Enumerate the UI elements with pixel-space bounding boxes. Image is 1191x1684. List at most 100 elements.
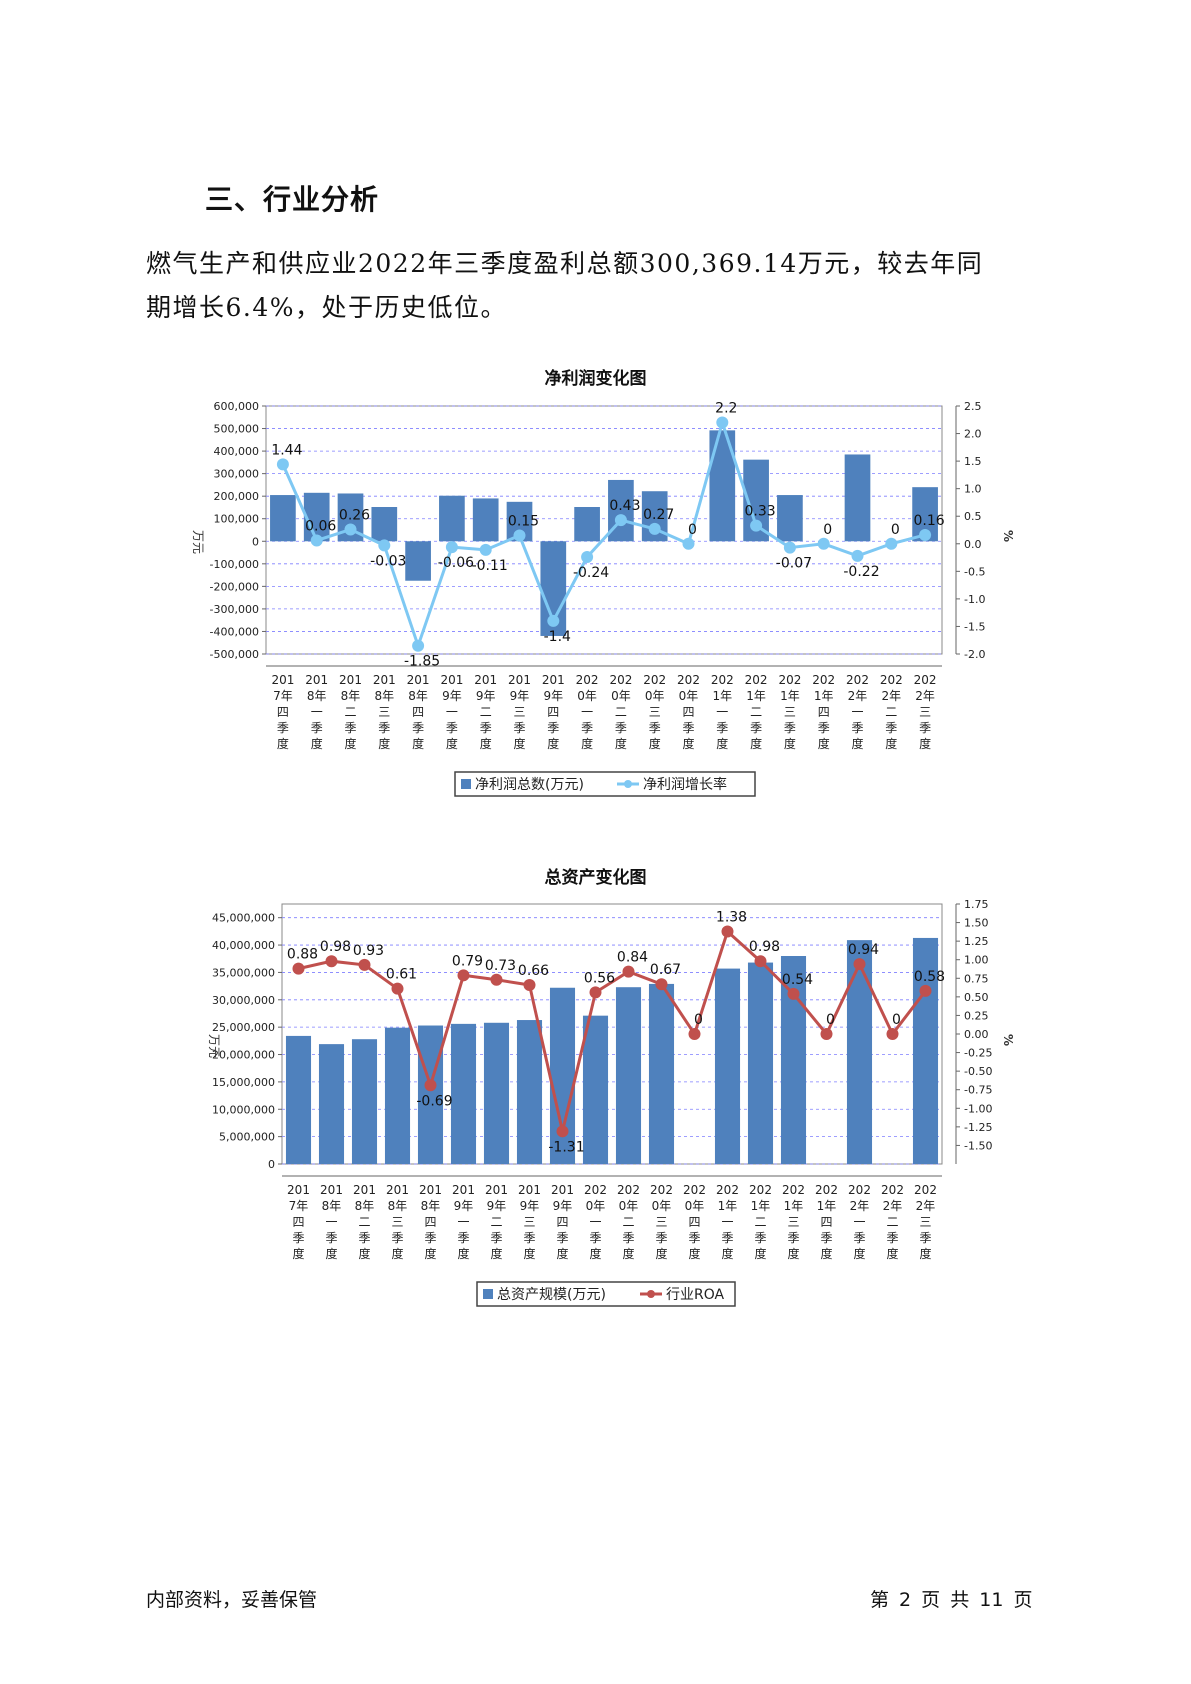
right-tick-label: 1.75 (964, 898, 989, 911)
x-tick-label: 季 (277, 721, 289, 735)
data-label: -0.07 (776, 556, 812, 572)
x-tick-label: 季 (721, 1231, 733, 1245)
x-tick-label: 度 (325, 1246, 337, 1261)
x-tick-label: 一 (325, 1215, 337, 1229)
x-tick-label: 四 (292, 1215, 304, 1229)
x-tick-label: 8年 (322, 1199, 342, 1213)
legend-line-label: 净利润增长率 (643, 776, 727, 793)
x-tick-label: 三 (787, 1215, 799, 1229)
x-tick-label: 201 (485, 1183, 508, 1197)
x-tick-label: 度 (446, 736, 458, 751)
x-tick-label: 度 (589, 1246, 601, 1261)
x-tick-label: 季 (919, 1231, 931, 1245)
page-number: 第 2 页 共 11 页 (870, 1589, 1033, 1611)
data-label: 0.06 (305, 518, 336, 534)
total-assets-chart: 45,000,000 40,000,000 35,000,000 30,000,000… (207, 898, 1015, 1307)
x-tick-label: 二 (358, 1215, 370, 1229)
x-tick-label: 度 (523, 1246, 535, 1261)
x-tick-label: 三 (391, 1215, 403, 1229)
data-label: 0.73 (485, 958, 516, 974)
x-tick-label: 度 (547, 736, 559, 751)
legend-box (454, 771, 756, 797)
x-tick-label: 201 (373, 673, 396, 687)
right-tick-label: -1.5 (964, 620, 985, 633)
x-tick-label: 度 (919, 1246, 931, 1261)
right-tick-label: 1.5 (964, 455, 982, 468)
right-tick-label: -2.0 (964, 648, 985, 661)
x-tick-label: 202 (576, 673, 599, 687)
x-tick-label: 季 (784, 721, 796, 735)
data-label: 0.79 (452, 953, 483, 969)
left-tick-label: 40,000,000 (212, 939, 275, 952)
x-tick-label: 202 (617, 1183, 640, 1197)
x-tick-label: 一 (851, 705, 863, 719)
x-tick-label: 202 (677, 673, 700, 687)
x-tick-label: 季 (412, 721, 424, 735)
right-tick-label: -0.25 (964, 1047, 992, 1060)
x-tick-label: 度 (750, 736, 762, 751)
left-tick-label: 500,000 (214, 423, 260, 436)
right-tick-label: -1.25 (964, 1121, 992, 1134)
x-tick-label: 202 (716, 1183, 739, 1197)
right-tick-label: 1.00 (964, 954, 989, 967)
x-tick-label: 9年 (487, 1199, 507, 1213)
legend-bar-label: 总资产规模(万元) (497, 1287, 606, 1303)
chart-2-title: 总资产变化图 (544, 868, 647, 888)
data-label: 0.27 (643, 507, 674, 523)
x-tick-label: 202 (683, 1183, 706, 1197)
paragraph-line-2: 期增长6.4%，处于历史低位。 (146, 293, 508, 322)
data-label: -0.24 (573, 565, 609, 581)
x-tick-label: 201 (474, 673, 497, 687)
x-tick-label: 201 (287, 1183, 310, 1197)
data-label: -0.03 (370, 553, 406, 569)
x-tick-label: 季 (325, 1231, 337, 1245)
line-point (547, 614, 560, 627)
bar (472, 498, 499, 542)
right-tick-label: 1.25 (964, 935, 989, 948)
line-point (556, 1125, 569, 1138)
x-tick-label: 202 (881, 1183, 904, 1197)
x-tick-label: 度 (820, 1246, 832, 1261)
x-tick-label: 季 (688, 1231, 700, 1245)
bar (574, 507, 600, 542)
data-label: 0.16 (914, 513, 945, 529)
bar (516, 1020, 543, 1164)
legend-line-label: 行业ROA (666, 1287, 725, 1303)
x-tick-label: 度 (688, 1246, 700, 1261)
x-tick-label: 202 (609, 673, 632, 687)
line-point (325, 955, 338, 968)
x-tick-label: 四 (412, 705, 424, 719)
x-tick-label: 202 (711, 673, 734, 687)
bar (582, 1015, 609, 1164)
x-tick-label: 度 (655, 1246, 667, 1261)
left-tick-label: 200,000 (214, 490, 260, 503)
bar (450, 1023, 477, 1164)
x-tick-label: 0年 (679, 689, 699, 703)
x-tick-label: 度 (784, 736, 796, 751)
data-label: 1.38 (716, 909, 747, 925)
left-tick-label: 15,000,000 (212, 1076, 275, 1089)
x-tick-label: 三 (784, 705, 796, 719)
x-tick-label: 202 (650, 1183, 673, 1197)
x-tick-label: 202 (914, 673, 937, 687)
right-tick-label: -0.5 (964, 565, 985, 578)
x-tick-label: 二 (480, 705, 492, 719)
x-tick-label: 8年 (355, 1199, 375, 1213)
data-label: -0.06 (438, 555, 474, 571)
data-label: 1.44 (271, 442, 302, 458)
right-tick-label: 0.75 (964, 972, 989, 985)
x-tick-label: 四 (277, 705, 289, 719)
x-tick-label: 季 (589, 1231, 601, 1245)
line-point (919, 984, 932, 997)
x-tick-label: 度 (424, 1246, 436, 1261)
right-tick-label: -1.00 (964, 1102, 992, 1115)
x-tick-label: 9年 (520, 1199, 540, 1213)
left-tick-label: -300,000 (210, 603, 259, 616)
left-tick-label: 5,000,000 (219, 1131, 275, 1144)
data-label: 0.66 (518, 963, 549, 979)
x-tick-label: 8年 (408, 689, 428, 703)
x-tick-label: 202 (848, 1183, 871, 1197)
footer-note: 内部资料，妥善保管 (146, 1589, 318, 1611)
x-tick-label: 一 (853, 1215, 865, 1229)
x-tick-label: 季 (754, 1231, 766, 1245)
